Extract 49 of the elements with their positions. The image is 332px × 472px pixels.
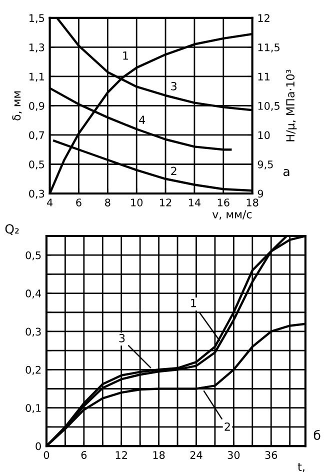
y-tick-label: 0,5 [26, 251, 41, 260]
y-tick-label: 1,1 [30, 72, 44, 82]
x-axis-title: t, [298, 463, 304, 472]
x-tick-label: 24 [190, 451, 202, 459]
y2-axis-title: Н/μ, МПа·10³ [286, 70, 297, 142]
annotation: 2 [224, 422, 230, 431]
x-tick-label: 18 [153, 451, 165, 459]
x-tick-label: 0 [44, 451, 50, 459]
x-tick-label: 6 [76, 198, 82, 206]
text: а [283, 168, 290, 176]
y-tick-label: 0,4 [26, 290, 42, 298]
annotation: 3 [119, 334, 125, 342]
y2-tick-label: 10,5 [258, 102, 280, 111]
x-tick-label: 18 [246, 198, 258, 206]
y2-tick-label: 12 [258, 14, 270, 22]
y-tick-label: 1,3 [30, 43, 44, 52]
x-tick-label: 4 [46, 198, 53, 206]
x-tick-label: 12 [116, 451, 127, 459]
y-tick-label: 0,9 [29, 102, 44, 111]
y-tick-label: 0,5 [29, 160, 44, 170]
y2-tick-label: 11 [258, 72, 270, 80]
text: б [314, 430, 320, 440]
y2-tick-label: 9,5 [258, 160, 273, 170]
y-tick-label: 0,2 [26, 366, 41, 375]
y-tick-label: 0,3 [29, 190, 44, 199]
x-tick-label: 6 [81, 451, 87, 459]
y-axis-title: δ, мм [12, 91, 22, 120]
y-tick-label: 1,5 [30, 14, 44, 24]
y2-tick-label: 11,5 [258, 44, 280, 52]
x-tick-label: 12 [160, 198, 172, 206]
x-tick-label: 16 [218, 198, 230, 206]
y-tick-label: 0,7 [29, 131, 44, 140]
x-tick-label: 10 [131, 198, 143, 206]
y2-tick-label: 9 [258, 190, 264, 198]
y-axis-title: Q₂ [5, 224, 19, 236]
x-tick-label: 14 [188, 198, 200, 206]
y-tick-label: 0 [36, 442, 41, 450]
y2-tick-label: 10 [258, 131, 270, 140]
x-tick-label: 8 [105, 198, 110, 206]
annotation: 1 [123, 52, 128, 60]
x-tick-label: 30 [228, 451, 240, 459]
annotation: 4 [139, 116, 146, 124]
annotation: 2 [171, 166, 176, 176]
x-axis-title: v, мм/с [212, 210, 252, 220]
annotation: 1 [191, 299, 196, 308]
y-tick-label: 0,1 [26, 404, 41, 414]
x-tick-label: 36 [265, 451, 278, 459]
y-tick-label: 0,3 [26, 328, 41, 337]
annotation: 3 [171, 82, 177, 90]
